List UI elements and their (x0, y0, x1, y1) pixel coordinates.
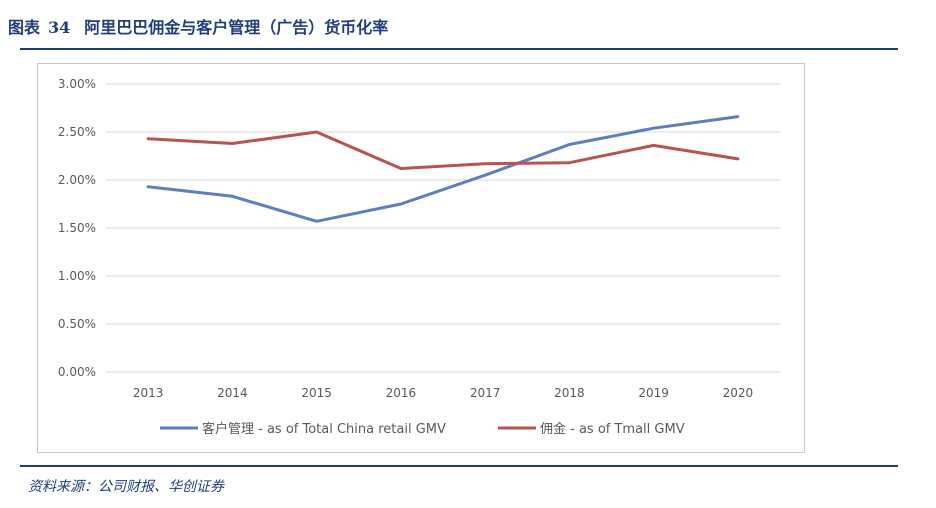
line-chart: 0.00% 0.50% 1.00% 1.50% 2.00% 2.50% 3.00% 2013 2… (58, 77, 780, 437)
x-tick-label: 2020 (723, 386, 754, 400)
y-tick-label: 2.50% (58, 125, 96, 139)
x-tick-label: 2018 (554, 386, 585, 400)
y-tick-label: 3.00% (58, 77, 96, 91)
figure-number: 34 (48, 18, 71, 37)
y-tick-label: 0.00% (58, 365, 96, 379)
x-tick-label: 2019 (638, 386, 669, 400)
x-tick-label: 2014 (217, 386, 248, 400)
x-tick-label: 2015 (301, 386, 332, 400)
legend-label: 佣金 - as of Tmall GMV (540, 421, 685, 437)
x-tick-label: 2017 (470, 386, 501, 400)
figure-label: 图表 (8, 18, 41, 37)
y-tick-label: 1.00% (58, 269, 96, 283)
y-tick-label: 2.00% (58, 173, 96, 187)
figure-title-text: 阿里巴巴佣金与客户管理（广告）货币化率 (84, 18, 389, 37)
figure-title: 图表 34 阿里巴巴佣金与客户管理（广告）货币化率 (8, 14, 388, 38)
x-tick-label: 2013 (133, 386, 164, 400)
source-note: 资料来源：公司财报、华创证券 (28, 479, 224, 495)
series-line-customer-management (146, 115, 740, 223)
legend-label: 客户管理 - as of Total China retail GMV (202, 421, 446, 437)
series-line-commission (146, 130, 740, 170)
x-tick-label: 2016 (386, 386, 417, 400)
y-tick-label: 0.50% (58, 317, 96, 331)
footer-rule (20, 465, 898, 467)
chart-frame: 0.00% 0.50% 1.00% 1.50% 2.00% 2.50% 3.00% 2013 2… (37, 63, 805, 453)
header-rule (20, 48, 898, 50)
y-tick-label: 1.50% (58, 221, 96, 235)
